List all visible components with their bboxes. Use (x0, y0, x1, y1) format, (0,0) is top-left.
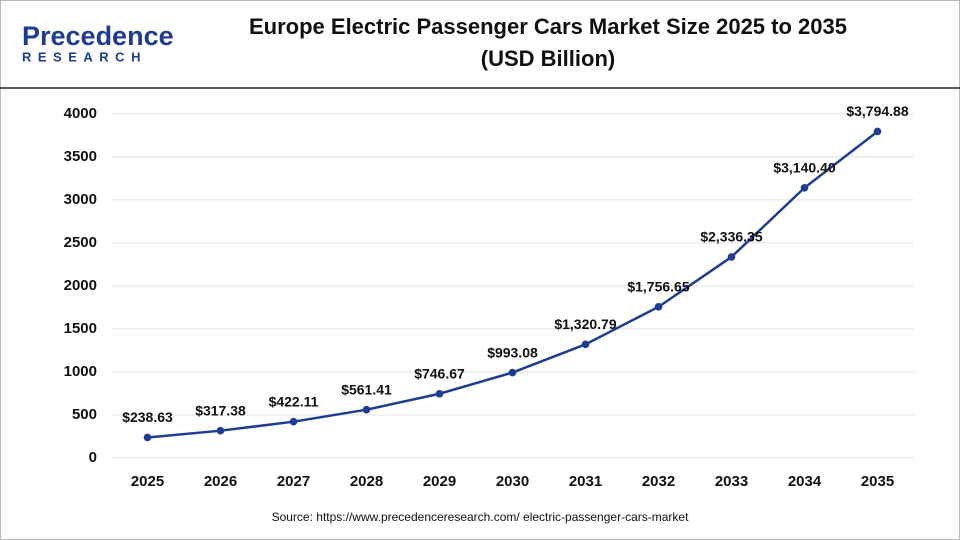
y-tick-label: 500 (72, 406, 97, 423)
x-tick-label: 2028 (350, 473, 383, 490)
value-label: $561.41 (341, 381, 392, 397)
x-tick-label: 2026 (204, 473, 237, 490)
x-tick-label: 2031 (569, 473, 602, 490)
value-label: $422.11 (269, 393, 319, 409)
point (508, 368, 517, 377)
point (727, 253, 736, 261)
chart-title: Europe Electric Passenger Cars Market Si… (249, 14, 847, 39)
y-tick-label: 4000 (64, 105, 97, 122)
x-tick-label: 2033 (715, 473, 748, 490)
value-label: $3,140.40 (773, 159, 835, 175)
source: Source: https://www.precedenceresearch.c… (272, 510, 689, 524)
y-tick-label: 2500 (64, 234, 97, 251)
value-label: $746.67 (414, 365, 465, 381)
x-tick-label: 2029 (423, 473, 456, 490)
point (362, 405, 371, 414)
value-label: $317.38 (195, 402, 246, 418)
logo-name: Precedence (22, 21, 174, 51)
value-label: $1,756.65 (627, 279, 689, 295)
logo-tagline: RESEARCH (22, 49, 147, 64)
point (143, 433, 152, 442)
value-label: $3,794.88 (846, 103, 908, 119)
y-tick-label: 0 (89, 449, 97, 466)
value-label: $238.63 (122, 409, 173, 425)
y-tick-label: 1500 (64, 320, 97, 337)
x-tick-label: 2032 (642, 473, 675, 490)
point (581, 340, 590, 349)
x-tick-label: 2034 (788, 473, 822, 490)
x-tick-label: 2035 (861, 473, 894, 490)
point (289, 417, 298, 426)
y-tick-label: 3000 (64, 191, 97, 208)
value-label: $1,320.79 (554, 316, 616, 332)
point (873, 127, 882, 136)
y-tick-label: 3500 (64, 148, 97, 165)
x-tick-label: 2030 (496, 473, 529, 490)
y-tick-label: 2000 (64, 277, 97, 294)
point (435, 389, 444, 398)
y-tick-label: 1000 (64, 363, 97, 380)
value-label: $2,336.35 (700, 229, 762, 245)
point (654, 303, 663, 311)
chart-subtitle: (USD Billion) (481, 46, 615, 71)
value-label: $993.08 (487, 344, 538, 360)
point (216, 426, 225, 435)
point (800, 183, 809, 192)
x-tick-label: 2027 (277, 473, 310, 490)
x-tick-label: 2025 (131, 473, 164, 490)
